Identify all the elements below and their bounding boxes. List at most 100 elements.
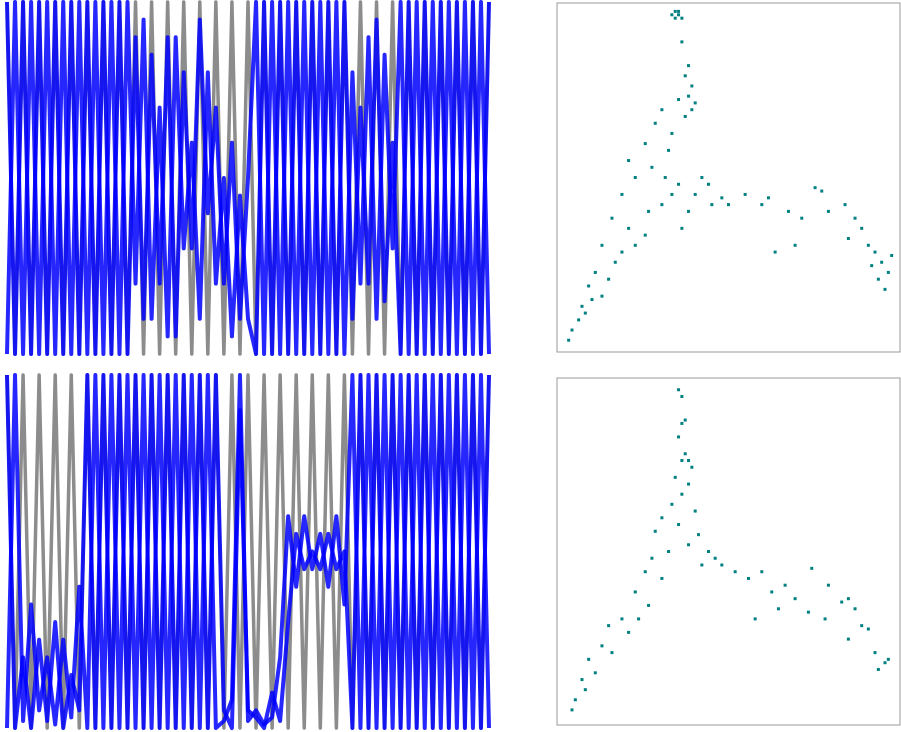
- scatter-point: [650, 165, 654, 169]
- series-line: [5, 0, 491, 356]
- scatter-point: [860, 624, 864, 628]
- scatter-point: [627, 226, 631, 230]
- scatter-point: [633, 243, 637, 247]
- scatter-point: [637, 617, 641, 621]
- scatter-point: [697, 533, 701, 537]
- scatter-point: [873, 250, 877, 254]
- scatter-point: [673, 16, 677, 20]
- scatter-point: [670, 131, 674, 135]
- scatter-point: [610, 651, 614, 655]
- scatter-point: [600, 644, 604, 648]
- scatter-point: [580, 304, 584, 308]
- scatter-point: [693, 509, 697, 513]
- plot-frame: [556, 2, 901, 353]
- scatter-point: [650, 556, 654, 560]
- scatter-point: [687, 64, 691, 68]
- scatter-point: [643, 570, 647, 574]
- scatter-point: [660, 203, 664, 207]
- scatter-point: [873, 651, 877, 655]
- scatter-point: [690, 108, 694, 112]
- scatter-point: [677, 9, 681, 13]
- scatter-point: [846, 237, 850, 241]
- scatter-point: [683, 114, 687, 118]
- scatter-point: [707, 182, 711, 186]
- scatter-point: [577, 318, 581, 322]
- scatter-point: [627, 159, 631, 163]
- scatter-point: [653, 529, 657, 533]
- scatter-point: [607, 277, 611, 281]
- scatter-point: [687, 543, 691, 547]
- scatter-point: [590, 298, 594, 302]
- scatter-point: [783, 583, 787, 587]
- scatter-point: [690, 465, 694, 469]
- scatter-point: [610, 216, 614, 220]
- scatter-point: [620, 250, 624, 254]
- scatter-point: [667, 550, 671, 553]
- scatter-point: [687, 94, 691, 98]
- scatter-point: [687, 459, 691, 463]
- scatter-point: [846, 637, 850, 641]
- scatter-point: [846, 597, 850, 601]
- scatter-point: [680, 394, 684, 398]
- scatter-point: [593, 671, 597, 675]
- scatter-point: [673, 9, 677, 13]
- scatter-point: [687, 482, 691, 486]
- scatter-point: [620, 617, 624, 621]
- scatter-point: [607, 624, 611, 628]
- scatter-point: [683, 418, 687, 422]
- scatter-point: [677, 523, 681, 527]
- scatter-point: [613, 260, 617, 264]
- scatter-point: [647, 603, 651, 607]
- scatter-point: [886, 270, 890, 274]
- scatter-point: [677, 435, 681, 439]
- scatter-point: [700, 563, 704, 567]
- scatter-point: [713, 556, 717, 560]
- scatter-point: [883, 287, 887, 291]
- scatter-point: [727, 203, 730, 207]
- scatter-point: [890, 253, 894, 257]
- scatter-point: [840, 600, 844, 604]
- series-line: [5, 373, 491, 730]
- scatter-point: [806, 610, 810, 614]
- scatter-point: [570, 328, 574, 332]
- scatter-point: [700, 176, 704, 179]
- scatter-point: [663, 176, 667, 179]
- scatter-point: [670, 192, 674, 196]
- scatter-point: [853, 607, 857, 611]
- scatter-point: [600, 294, 604, 298]
- scatter-point: [876, 667, 880, 671]
- scatter-point: [660, 516, 664, 520]
- scatter-point: [826, 209, 830, 213]
- scatter-point: [707, 550, 711, 553]
- scatter-point: [720, 196, 724, 200]
- scatter-point: [677, 13, 681, 17]
- scatter-point: [633, 176, 637, 179]
- scatter-point: [633, 590, 637, 594]
- scatter-point: [683, 74, 687, 78]
- scatter-point: [683, 452, 687, 456]
- scatter-point: [620, 192, 624, 196]
- scatter-point: [886, 657, 890, 661]
- scatter-point: [710, 203, 714, 207]
- scatter-point: [680, 16, 684, 20]
- scatter-point: [823, 617, 827, 621]
- scatter-point: [693, 101, 697, 105]
- scatter-point: [733, 570, 737, 574]
- scatter-point: [690, 84, 694, 88]
- scatter-point: [880, 260, 884, 264]
- scatter-point: [643, 233, 647, 237]
- scatter-point: [793, 597, 797, 601]
- plot-frame: [556, 377, 901, 726]
- scatter-point: [680, 421, 684, 425]
- scatter-point: [567, 338, 571, 342]
- scatter-point: [573, 698, 577, 702]
- scatter-point: [820, 189, 824, 193]
- scatter-point: [853, 216, 857, 220]
- scatter-point: [687, 209, 691, 213]
- scatter-point: [793, 243, 797, 247]
- scatter-point: [670, 502, 674, 506]
- scatter-point: [600, 243, 604, 247]
- scatter-point: [746, 576, 750, 580]
